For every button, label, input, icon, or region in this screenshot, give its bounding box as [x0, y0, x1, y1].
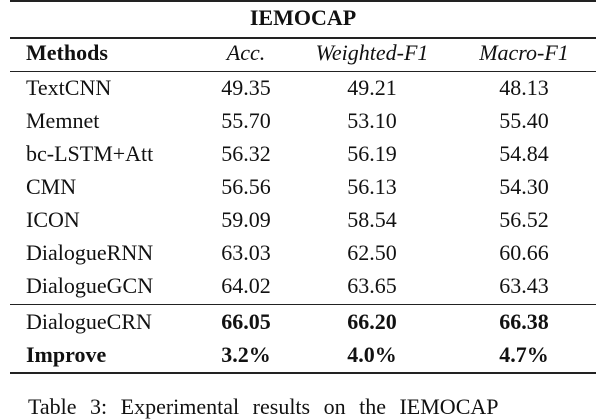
rule: [10, 304, 596, 305]
rule: [10, 372, 596, 374]
score-cell: 56.13: [347, 174, 397, 199]
method-name: ICON: [26, 207, 80, 232]
table-title: IEMOCAP: [249, 5, 357, 30]
score-cell: 64.02: [221, 273, 271, 298]
page: IEMOCAP Table 3: Experimental results on…: [10, 0, 596, 419]
method-name: DialogueGCN: [26, 273, 154, 298]
score-cell: 4.0%: [347, 342, 397, 367]
caption: Table 3: Experimental results on the IEM…: [28, 394, 499, 419]
method-name: Memnet: [26, 108, 100, 133]
score-cell: 53.10: [347, 108, 397, 133]
score-cell: 63.43: [499, 273, 549, 298]
score-cell: 3.2%: [221, 342, 271, 367]
score-cell: 63.65: [347, 273, 397, 298]
method-name: DialogueCRN: [26, 309, 152, 334]
method-name: bc-LSTM+Att: [26, 141, 154, 166]
score-cell: 56.32: [221, 141, 271, 166]
score-cell: 58.54: [347, 207, 397, 232]
score-cell: 59.09: [221, 207, 271, 232]
column-header: Acc.: [226, 40, 266, 65]
score-cell: 56.56: [221, 174, 271, 199]
score-cell: 60.66: [499, 240, 549, 265]
score-cell: 62.50: [347, 240, 397, 265]
column-header: Weighted-F1: [315, 40, 429, 65]
rule: [10, 0, 596, 2]
rule: [10, 71, 596, 72]
column-header: Macro-F1: [479, 40, 569, 65]
column-header: Methods: [26, 40, 108, 65]
method-name: CMN: [26, 174, 77, 199]
score-cell: 49.21: [347, 75, 397, 100]
score-cell: 54.30: [499, 174, 549, 199]
method-name: Improve: [26, 342, 107, 367]
score-cell: 55.70: [221, 108, 271, 133]
score-cell: 55.40: [499, 108, 549, 133]
score-cell: 66.05: [221, 309, 271, 334]
method-name: DialogueRNN: [26, 240, 154, 265]
score-cell: 54.84: [499, 141, 549, 166]
score-cell: 49.35: [221, 75, 271, 100]
score-cell: 4.7%: [499, 342, 549, 367]
score-cell: 56.19: [347, 141, 397, 166]
score-cell: 66.38: [499, 309, 549, 334]
score-cell: 66.20: [347, 309, 397, 334]
score-cell: 56.52: [499, 207, 549, 232]
score-cell: 48.13: [499, 75, 549, 100]
rule: [10, 37, 596, 39]
method-name: TextCNN: [26, 75, 112, 100]
score-cell: 63.03: [221, 240, 271, 265]
